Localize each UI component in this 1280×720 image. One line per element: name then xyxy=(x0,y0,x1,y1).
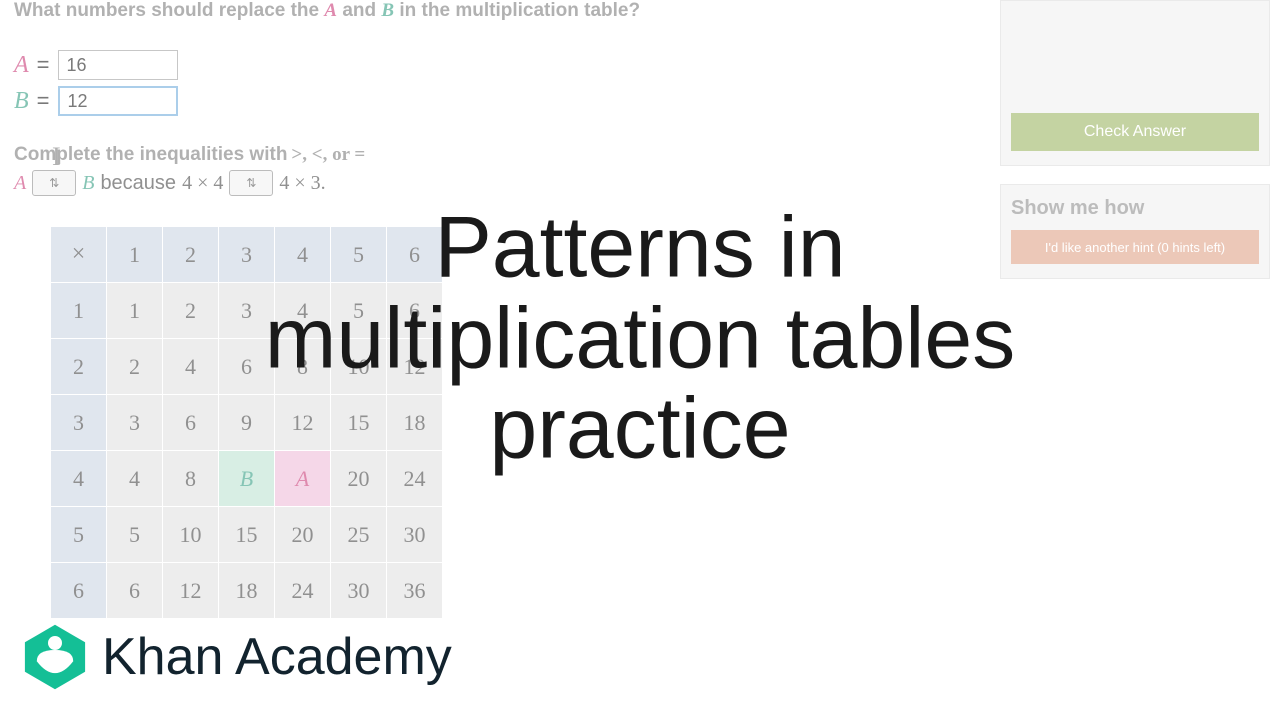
answer-inputs: A = B = xyxy=(14,50,980,116)
ineq-a: A xyxy=(14,172,26,195)
table-cell: 12 xyxy=(163,563,219,619)
table-cell: 25 xyxy=(331,507,387,563)
table-cell: 5 xyxy=(107,507,163,563)
table-cell: 20 xyxy=(275,507,331,563)
select-arrows-icon: ⇅ xyxy=(246,176,256,190)
ineq-b: B xyxy=(82,172,94,195)
q-var-b: B xyxy=(381,0,394,21)
inequality-row: A ⇅ B because 4 × 4 ⇅ 4 × 3. xyxy=(14,170,980,196)
eq-b: = xyxy=(37,88,50,114)
ineq-because: because xyxy=(100,172,176,195)
inequality-prompt: Complete the inequalities with >, <, or … xyxy=(14,144,980,166)
eq-a: = xyxy=(37,52,50,78)
q-var-a: A xyxy=(324,0,337,21)
table-cell: 18 xyxy=(219,563,275,619)
input-b[interactable] xyxy=(58,86,178,116)
q-mid: and xyxy=(342,0,381,21)
khan-brand-text: Khan Academy xyxy=(102,627,452,687)
table-row-header: 6 xyxy=(51,563,107,619)
question-prompt: What numbers should replace the A and B … xyxy=(14,0,980,22)
q-suffix: in the multiplication table? xyxy=(399,0,640,21)
table-cell: 36 xyxy=(387,563,443,619)
table-cell: 30 xyxy=(331,563,387,619)
table-row-header: 5 xyxy=(51,507,107,563)
table-cell: 10 xyxy=(163,507,219,563)
video-title-overlay: Patterns in multiplication tables practi… xyxy=(90,203,1190,474)
answer-panel: Check Answer xyxy=(1000,0,1270,166)
inequality-select-2[interactable]: ⇅ xyxy=(229,170,273,196)
ineq-expr2: 4 × 3. xyxy=(279,172,325,195)
khan-brand: Khan Academy xyxy=(20,622,452,692)
inequality-select-1[interactable]: ⇅ xyxy=(32,170,76,196)
input-a[interactable] xyxy=(58,50,178,80)
label-a: A xyxy=(14,52,29,79)
khan-logo-icon xyxy=(20,622,90,692)
table-cell: 30 xyxy=(387,507,443,563)
table-cell: 15 xyxy=(219,507,275,563)
label-b: B xyxy=(14,88,29,115)
ineq-expr1: 4 × 4 xyxy=(182,172,223,195)
select-arrows-icon: ⇅ xyxy=(49,176,59,190)
q-prefix: What numbers should replace the xyxy=(14,0,324,21)
text-cursor-icon: I xyxy=(52,142,61,172)
check-answer-button[interactable]: Check Answer xyxy=(1011,113,1259,151)
table-cell: 6 xyxy=(107,563,163,619)
table-cell: 24 xyxy=(275,563,331,619)
